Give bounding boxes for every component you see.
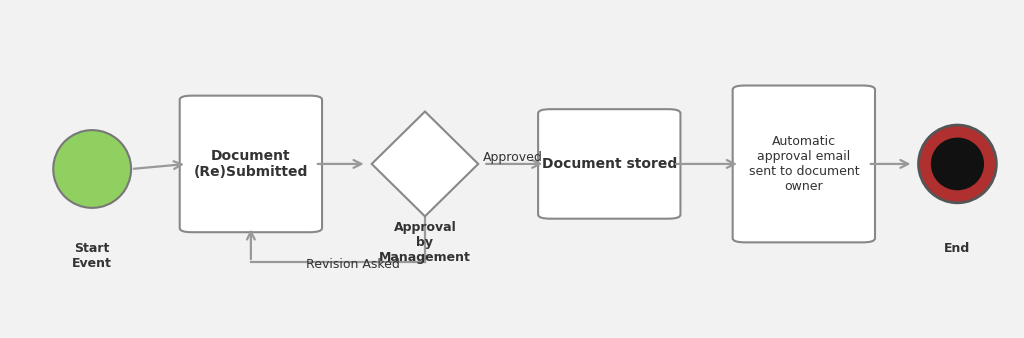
Text: Automatic
approval email
sent to document
owner: Automatic approval email sent to documen… <box>749 135 859 193</box>
Ellipse shape <box>919 125 996 203</box>
FancyBboxPatch shape <box>539 109 680 219</box>
FancyBboxPatch shape <box>180 96 322 232</box>
Polygon shape <box>372 112 478 216</box>
Text: Document stored: Document stored <box>542 157 677 171</box>
Text: Approval
by
Management: Approval by Management <box>379 221 471 264</box>
Text: End: End <box>944 242 971 255</box>
Text: Start
Event: Start Event <box>73 242 112 270</box>
Ellipse shape <box>931 138 984 190</box>
FancyBboxPatch shape <box>733 86 874 242</box>
Ellipse shape <box>53 130 131 208</box>
Text: Document
(Re)Submitted: Document (Re)Submitted <box>194 149 308 179</box>
Text: Approved: Approved <box>483 151 543 164</box>
Text: Revision Asked: Revision Asked <box>306 258 400 271</box>
